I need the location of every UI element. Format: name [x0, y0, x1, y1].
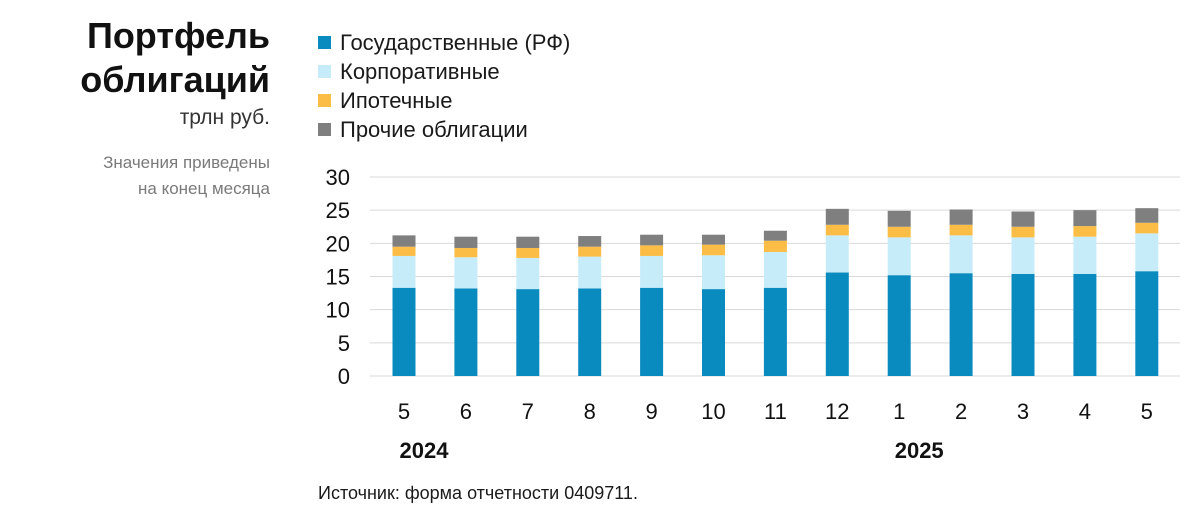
bar-segment-mortgage: [949, 224, 973, 236]
bar-segment-mortgage: [454, 247, 478, 258]
y-tick-label: 25: [326, 198, 350, 223]
bar-segment-other: [640, 234, 664, 246]
title-line-2: облигаций: [80, 59, 270, 100]
y-tick-label: 10: [326, 298, 350, 323]
y-tick-label: 30: [326, 165, 350, 190]
bar-segment-gov: [392, 287, 416, 376]
bar-segment-mortgage: [763, 240, 787, 252]
x-tick-label: 7: [522, 399, 534, 424]
bar-segment-gov: [516, 289, 540, 376]
legend-swatch-corp: [318, 65, 331, 78]
y-tick-label: 20: [326, 231, 350, 256]
bar-segment-corp: [640, 255, 664, 288]
note-line-1: Значения приведены: [103, 153, 270, 172]
bar-segment-gov: [887, 275, 911, 376]
note-text: Значения приведены на конец месяца: [103, 150, 270, 202]
chart-title: Портфель облигаций: [80, 14, 270, 102]
bar-segment-other: [825, 208, 849, 225]
bar-segment-gov: [578, 288, 602, 376]
bar-segment-other: [1011, 211, 1035, 227]
bar-segment-corp: [1073, 236, 1097, 274]
bar-segment-corp: [949, 235, 973, 274]
source-note: Источник: форма отчетности 0409711.: [318, 483, 638, 503]
bar-segment-other: [516, 236, 540, 248]
bar-segment-corp: [1135, 233, 1159, 272]
bar-segment-other: [1073, 210, 1097, 227]
y-tick-label: 15: [326, 265, 350, 290]
bar-segment-mortgage: [578, 246, 602, 257]
legend: Государственные (РФ) Корпоративные Ипоте…: [318, 28, 570, 144]
legend-item-corp: Корпоративные: [318, 57, 570, 86]
x-tick-label: 2: [955, 399, 967, 424]
bar-segment-corp: [763, 251, 787, 288]
bar-segment-corp: [578, 256, 602, 289]
x-tick-label: 8: [584, 399, 596, 424]
legend-label-mortgage: Ипотечные: [340, 87, 453, 113]
x-tick-label: 1: [893, 399, 905, 424]
x-tick-label: 6: [460, 399, 472, 424]
bar-segment-corp: [1011, 237, 1035, 274]
legend-item-other: Прочие облигации: [318, 115, 570, 144]
bar-segment-gov: [1135, 271, 1159, 376]
bar-segment-corp: [825, 235, 849, 273]
legend-swatch-mortgage: [318, 94, 331, 107]
bar-segment-corp: [454, 257, 478, 289]
bar-segment-corp: [516, 257, 540, 290]
year-label: 2024: [400, 438, 450, 463]
x-tick-label: 3: [1017, 399, 1029, 424]
x-tick-label: 5: [1141, 399, 1153, 424]
bar-segment-gov: [702, 289, 725, 376]
note-line-2: на конец месяца: [138, 179, 270, 198]
bar-segment-gov: [949, 273, 973, 376]
bar-segment-mortgage: [1073, 226, 1097, 237]
x-tick-label: 10: [701, 399, 725, 424]
bar-segment-mortgage: [1135, 222, 1159, 234]
bar-segment-mortgage: [702, 244, 725, 256]
legend-swatch-gov: [318, 36, 331, 49]
units-label: трлн руб.: [179, 106, 270, 129]
bar-segment-mortgage: [825, 224, 849, 236]
legend-label-corp: Корпоративные: [340, 58, 500, 84]
bar-segment-mortgage: [887, 226, 911, 238]
x-tick-label: 5: [398, 399, 410, 424]
x-tick-label: 4: [1079, 399, 1091, 424]
bar-segment-gov: [640, 287, 664, 376]
legend-item-mortgage: Ипотечные: [318, 86, 570, 115]
x-tick-label: 11: [764, 399, 787, 424]
legend-swatch-other: [318, 123, 331, 136]
bar-segment-corp: [702, 255, 725, 290]
y-tick-label: 5: [338, 331, 350, 356]
bar-segment-gov: [825, 272, 849, 376]
x-tick-label: 9: [645, 399, 657, 424]
bar-segment-other: [763, 230, 787, 241]
x-tick-label: 12: [825, 399, 849, 424]
bar-segment-corp: [887, 237, 911, 276]
bar-segment-gov: [763, 287, 787, 376]
bar-segment-other: [702, 234, 725, 245]
bar-segment-mortgage: [640, 245, 664, 256]
bar-segment-gov: [454, 288, 478, 376]
bar-segment-other: [454, 236, 478, 248]
legend-label-gov: Государственные (РФ): [340, 29, 571, 55]
bar-segment-corp: [392, 255, 416, 288]
y-tick-label: 0: [338, 364, 350, 389]
legend-label-other: Прочие облигации: [340, 116, 528, 142]
year-label: 2025: [895, 438, 944, 463]
bar-segment-other: [949, 209, 973, 225]
legend-item-gov: Государственные (РФ): [318, 28, 570, 57]
bar-segment-other: [887, 210, 911, 227]
bar-segment-mortgage: [516, 247, 540, 258]
bar-segment-mortgage: [392, 246, 416, 256]
bar-segment-gov: [1011, 273, 1035, 376]
title-line-1: Портфель: [86, 15, 270, 56]
bar-segment-mortgage: [1011, 226, 1035, 238]
bar-segment-gov: [1073, 273, 1097, 376]
bar-segment-other: [392, 235, 416, 247]
bar-segment-other: [1135, 208, 1159, 223]
bar-segment-other: [578, 236, 602, 247]
